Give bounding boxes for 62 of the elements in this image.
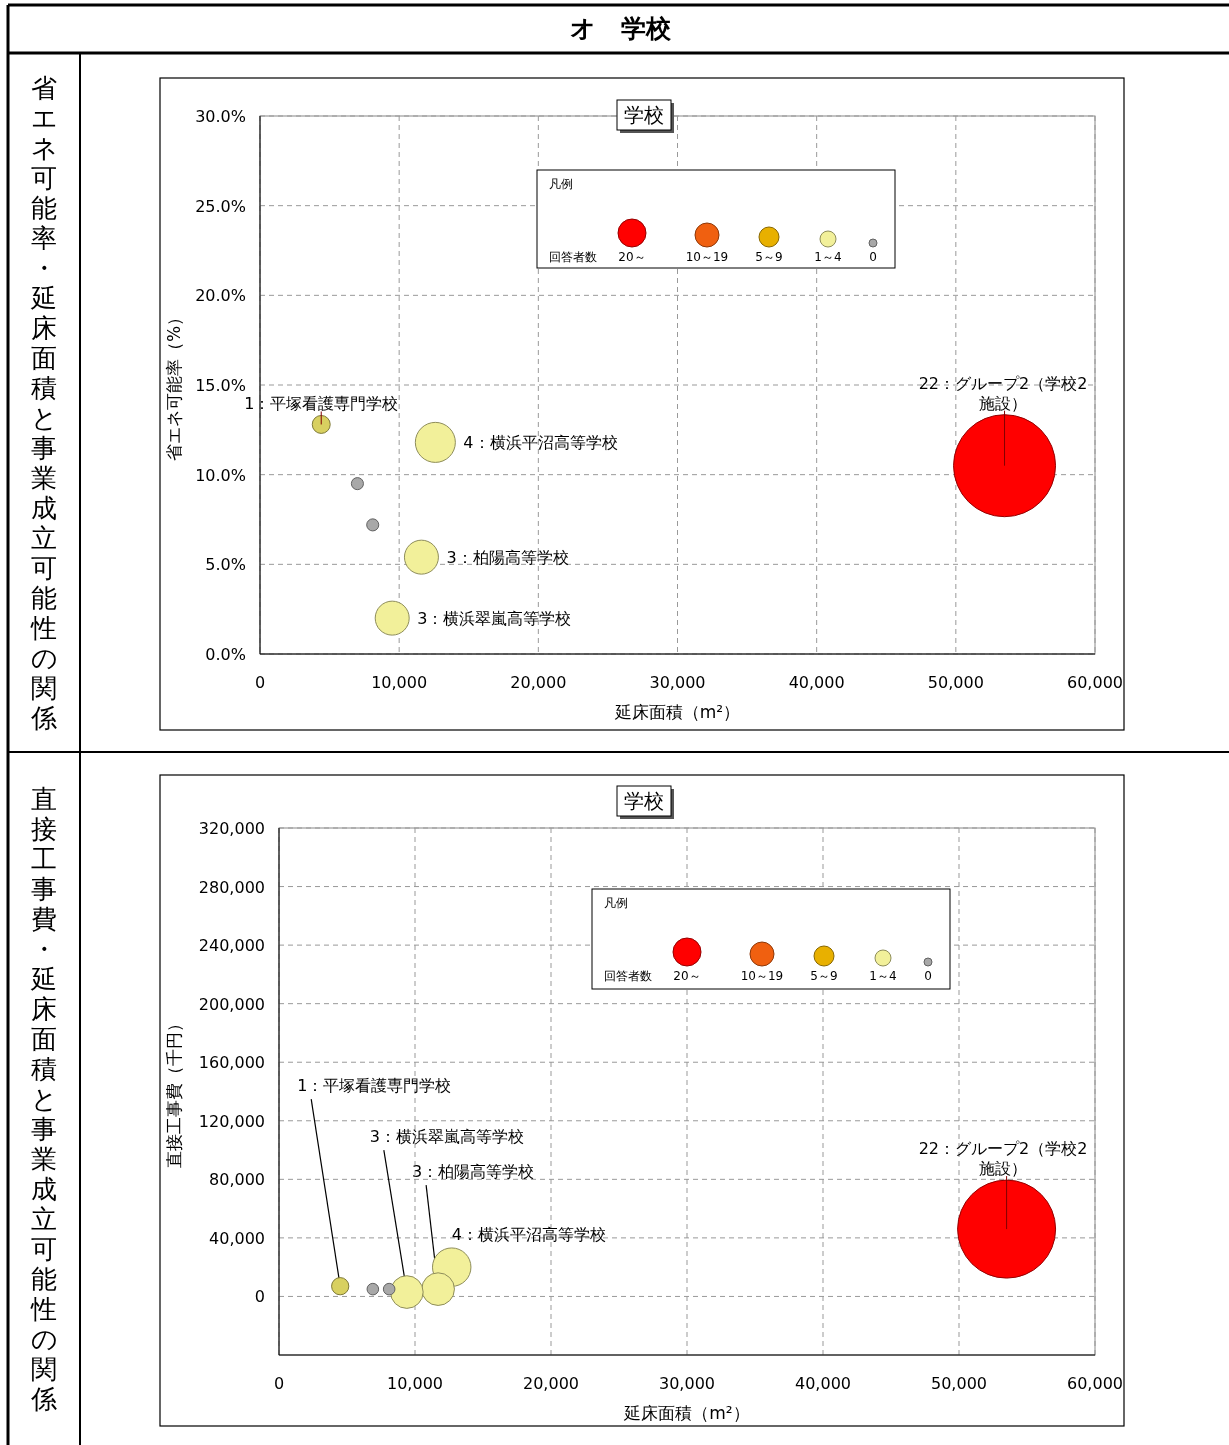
x-tick-label: 60,000 xyxy=(1067,1374,1123,1393)
legend-label: 0 xyxy=(924,969,932,983)
legend-label: 10～19 xyxy=(685,250,729,264)
y-tick-label: 20.0% xyxy=(195,286,246,306)
x-tick-label: 30,000 xyxy=(659,1374,715,1393)
x-tick-label: 40,000 xyxy=(795,1374,851,1393)
annotation: 3：柏陽高等学校 xyxy=(446,548,569,568)
y-tick-label: 280,000 xyxy=(198,877,265,897)
text: 直接工事費・延床面積と事業成立可能性の関係 xyxy=(30,783,58,1414)
y-tick-label: 320,000 xyxy=(198,819,265,838)
x-tick-label: 20,000 xyxy=(510,673,567,692)
y-axis-title: 直接工事費（千円） xyxy=(163,1015,184,1168)
annotation: 回答者数 xyxy=(549,250,597,264)
chart-title: 学校 xyxy=(624,789,664,813)
annotation: 4：横浜平沼高等学校 xyxy=(451,1225,606,1245)
annotation: 3：横浜翠嵐高等学校 xyxy=(417,609,572,629)
x-tick-label: 30,000 xyxy=(649,673,706,692)
legend-label: 1～4 xyxy=(869,969,897,983)
y-tick-label: 10.0% xyxy=(195,465,246,485)
chart-title: 学校 xyxy=(624,103,664,127)
annotation: 22：グループ2（学校2施設） xyxy=(918,1139,1088,1179)
annotation: 1：平塚看護専門学校 xyxy=(297,1076,452,1096)
x-tick-label: 50,000 xyxy=(931,1374,987,1393)
y-tick-label: 40,000 xyxy=(209,1228,265,1248)
x-tick-label: 60,000 xyxy=(1067,673,1123,692)
y-tick-label: 15.0% xyxy=(195,376,246,395)
x-tick-label: 0 xyxy=(273,1374,285,1393)
x-tick-label: 10,000 xyxy=(387,1374,443,1393)
annotation: 3：柏陽高等学校 xyxy=(412,1162,535,1182)
y-axis-title: 省エネ可能率（%） xyxy=(164,308,184,462)
y-tick-label: 30.0% xyxy=(195,107,246,126)
legend-title: 凡例 xyxy=(604,896,628,910)
legend-label: 5～9 xyxy=(810,969,838,983)
annotation: 4：横浜平沼高等学校 xyxy=(463,433,618,453)
legend-label: 0 xyxy=(869,250,877,264)
text: 省エネ可能率・延床面積と事業成立可能性の関係 xyxy=(30,72,58,733)
text: オ 学校 xyxy=(569,14,672,43)
legend-label: 5～9 xyxy=(755,250,783,264)
y-tick-label: 5.0% xyxy=(205,555,246,575)
annotation: 1：平塚看護専門学校 xyxy=(244,394,399,414)
legend-label: 20～ xyxy=(673,969,701,983)
legend-label: 1～4 xyxy=(814,250,842,264)
annotation: 3：横浜翠嵐高等学校 xyxy=(369,1127,525,1147)
x-axis-title: 延床面積（m²） xyxy=(623,1403,750,1423)
legend-label: 20～ xyxy=(618,250,646,264)
y-tick-label: 80,000 xyxy=(209,1170,265,1190)
x-tick-label: 10,000 xyxy=(371,673,428,692)
y-tick-label: 240,000 xyxy=(198,936,265,956)
legend-title: 凡例 xyxy=(549,177,573,191)
y-tick-label: 120,000 xyxy=(198,1111,265,1131)
annotation: 22：グループ2（学校2施設） xyxy=(918,373,1088,413)
y-tick-label: 160,000 xyxy=(198,1053,265,1073)
x-tick-label: 50,000 xyxy=(927,673,984,692)
annotation: 回答者数 xyxy=(604,969,652,983)
legend-label: 10～19 xyxy=(740,969,784,983)
x-tick-label: 20,000 xyxy=(523,1374,579,1393)
y-tick-label: 0.0% xyxy=(205,645,246,664)
y-tick-label: 200,000 xyxy=(198,994,265,1014)
x-axis-title: 延床面積（m²） xyxy=(613,702,741,722)
y-tick-label: 0 xyxy=(254,1287,265,1307)
x-tick-label: 40,000 xyxy=(788,673,845,692)
y-tick-label: 25.0% xyxy=(195,196,246,216)
